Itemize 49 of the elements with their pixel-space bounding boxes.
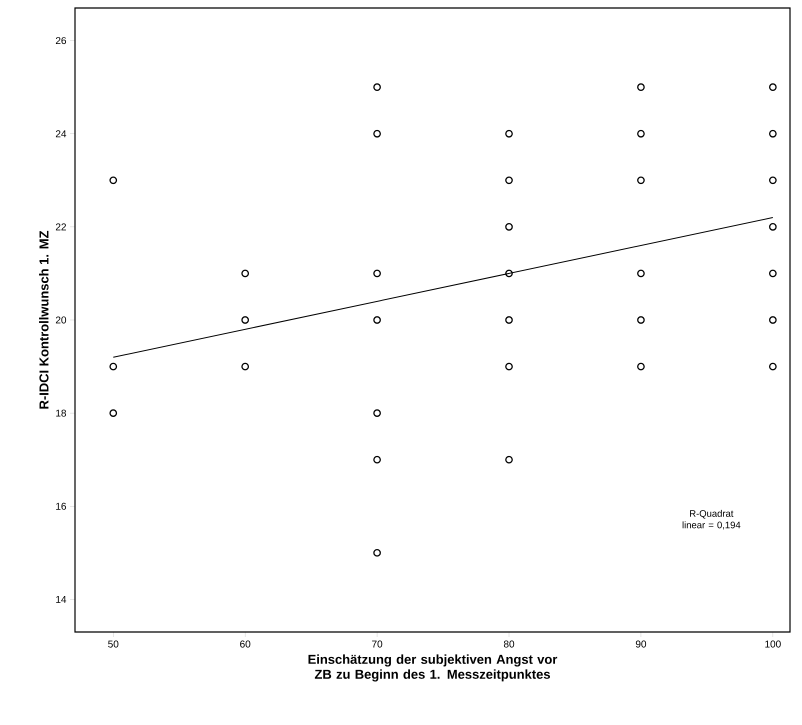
- point: [241, 270, 250, 278]
- point: [637, 176, 645, 184]
- y-tick-label: 24: [56, 130, 66, 138]
- x-tick-label: 70: [372, 640, 382, 648]
- point: [637, 83, 645, 92]
- x-tick-label: 60: [240, 640, 250, 648]
- point: [769, 176, 777, 184]
- x-tick-label: 100: [765, 640, 781, 648]
- x-tick-label: 80: [504, 640, 514, 648]
- point: [505, 456, 513, 464]
- point: [373, 316, 381, 324]
- point: [373, 130, 381, 138]
- point: [109, 176, 118, 184]
- point: [373, 83, 381, 92]
- x-tick-label: 90: [636, 640, 646, 648]
- point: [505, 176, 513, 184]
- y-axis-title: R-IDCI Kontrollwunsch 1. MZ: [39, 230, 49, 409]
- point: [241, 362, 250, 370]
- point: [109, 409, 118, 417]
- point: [769, 362, 777, 370]
- x-axis-title: Einschätzung der subjektiven Angst vor ZB zu Beginn des 1. Messzeitpunktes: [308, 654, 558, 682]
- y-tick-label: 20: [56, 316, 66, 324]
- y-tick-label: 26: [56, 37, 66, 44]
- point: [505, 316, 513, 324]
- point: [769, 130, 777, 138]
- point: [505, 223, 513, 231]
- point: [637, 270, 645, 278]
- x-tick-label: 50: [108, 640, 118, 648]
- annotation: R-Quadrat linear = 0,194: [682, 510, 740, 530]
- point: [769, 83, 777, 92]
- point: [769, 270, 777, 278]
- point: [505, 270, 513, 278]
- point: [373, 456, 381, 464]
- y-tick-label: 16: [56, 502, 66, 510]
- point: [505, 362, 513, 370]
- y-tick-label: 22: [56, 223, 66, 230]
- point: [769, 223, 777, 231]
- point: [637, 316, 645, 324]
- point: [109, 362, 118, 370]
- point: [373, 548, 381, 557]
- point: [769, 316, 777, 324]
- point: [505, 130, 513, 138]
- point: [373, 409, 381, 417]
- point: [373, 270, 381, 278]
- point: [241, 316, 250, 324]
- point: [637, 130, 645, 138]
- y-tick-label: 14: [56, 596, 66, 603]
- point: [637, 362, 645, 370]
- y-tick-label: 18: [56, 410, 66, 417]
